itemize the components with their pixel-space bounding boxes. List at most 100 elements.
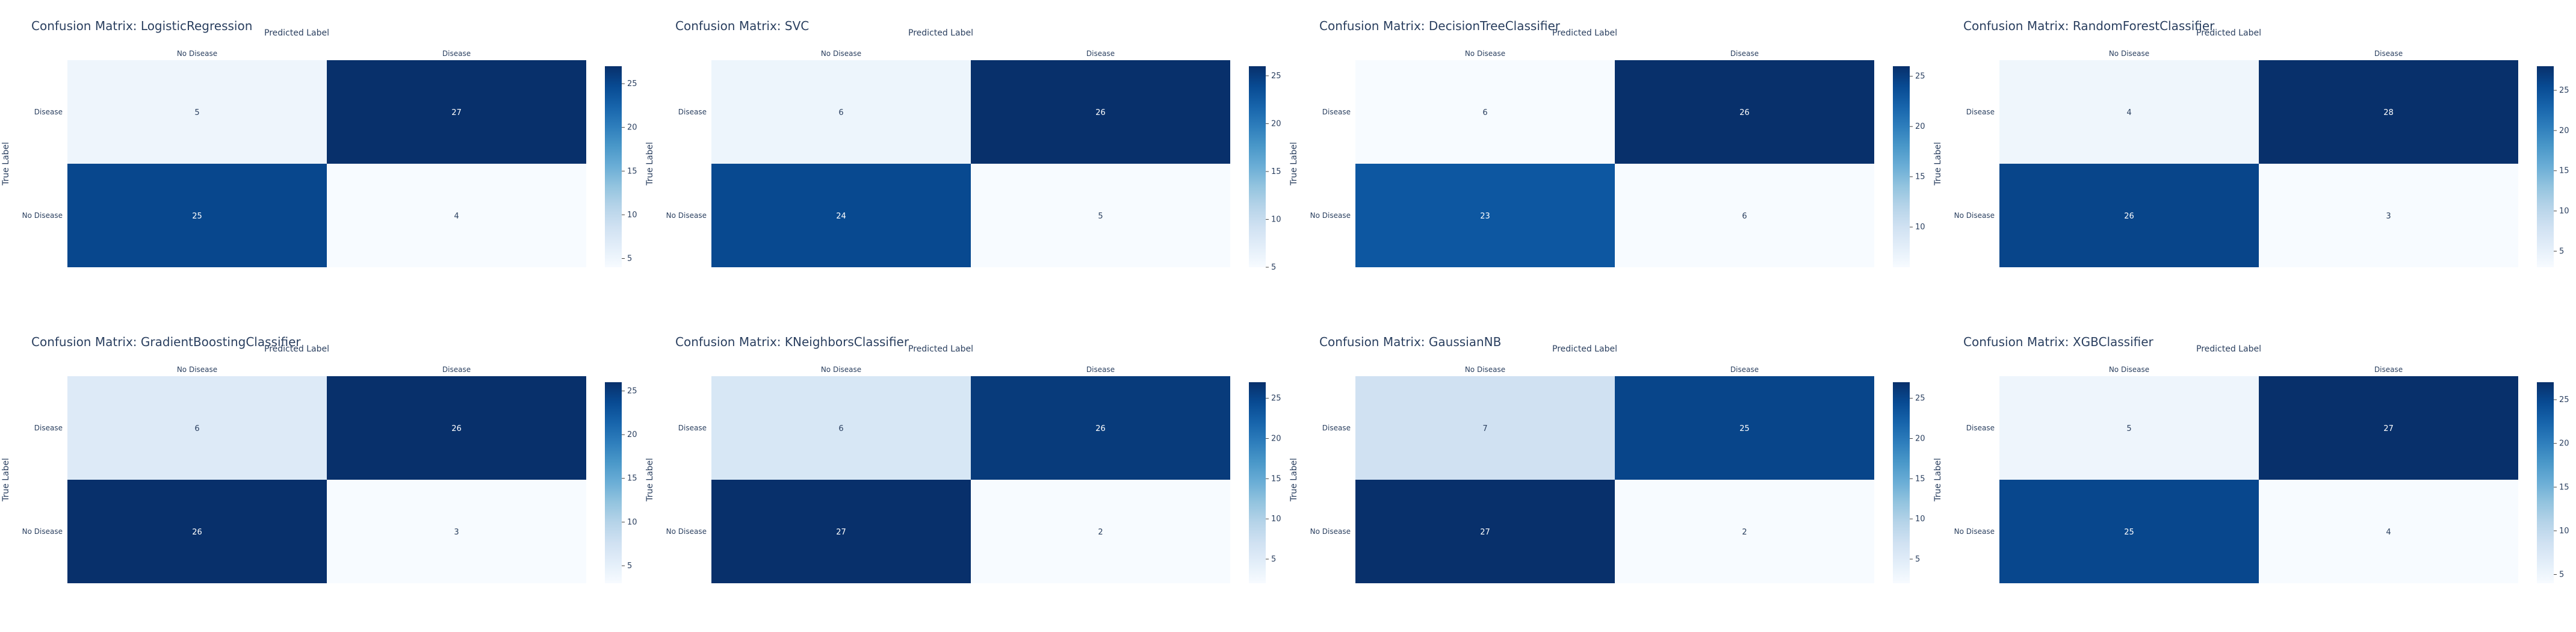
y-axis-title: True Label xyxy=(1,142,11,186)
y-tick-label: Disease xyxy=(34,108,63,116)
colorbar-tick-label: 5 xyxy=(627,562,632,571)
x-tick-label: No Disease xyxy=(821,365,861,374)
cell-value-label: 27 xyxy=(836,528,846,537)
heatmap-cell xyxy=(327,60,586,164)
y-tick-label: Disease xyxy=(1966,424,1995,432)
heatmap-cell xyxy=(67,480,327,583)
heatmap-cell xyxy=(1615,376,1874,480)
colorbar-tick-label: 10 xyxy=(627,518,637,527)
colorbar-tick-label: 25 xyxy=(627,387,637,396)
cell-value-label: 25 xyxy=(192,212,202,221)
heatmap-cell xyxy=(1355,164,1615,267)
colorbar xyxy=(605,382,622,583)
colorbar-tick-label: 20 xyxy=(627,123,637,132)
panel-title: Confusion Matrix: KNeighborsClassifier xyxy=(675,335,909,349)
colorbar-tick-label: 20 xyxy=(2559,439,2569,448)
heatmap-cell xyxy=(1999,376,2259,480)
cell-value-label: 27 xyxy=(1480,528,1490,537)
y-tick-label: No Disease xyxy=(666,527,707,536)
confusion-matrix-panel: Confusion Matrix: XGBClassifier Predicted… xyxy=(1933,335,2569,583)
cell-value-label: 5 xyxy=(2126,424,2131,433)
heatmap-cell xyxy=(1615,60,1874,164)
x-tick-label: Disease xyxy=(1086,49,1115,58)
x-axis-title: Predicted Label xyxy=(264,344,329,354)
heatmap-cell xyxy=(711,164,971,267)
colorbar-tick-label: 5 xyxy=(1915,555,1920,564)
cell-value-label: 2 xyxy=(1098,528,1103,537)
heatmap-cell xyxy=(1999,164,2259,267)
y-tick-label: Disease xyxy=(1966,108,1995,116)
cell-value-label: 6 xyxy=(1482,108,1487,117)
colorbar-tick-label: 10 xyxy=(2559,527,2569,536)
x-axis-title: Predicted Label xyxy=(2196,344,2261,354)
x-tick-label: Disease xyxy=(1730,365,1759,374)
panel-title: Confusion Matrix: XGBClassifier xyxy=(1963,335,2154,349)
cell-value-label: 4 xyxy=(454,212,459,221)
x-tick-label: Disease xyxy=(442,365,471,374)
cell-value-label: 4 xyxy=(2126,108,2131,117)
heatmap-cell xyxy=(2259,60,2518,164)
y-axis-title: True Label xyxy=(1933,142,1943,186)
colorbar-tick-label: 25 xyxy=(1271,72,1281,81)
colorbar-tick-label: 15 xyxy=(627,474,637,483)
colorbar-tick-label: 15 xyxy=(1915,173,1925,182)
colorbar-tick-label: 25 xyxy=(1915,394,1925,403)
x-tick-label: Disease xyxy=(442,49,471,58)
cell-value-label: 27 xyxy=(451,108,462,117)
y-tick-label: No Disease xyxy=(1954,211,1995,220)
heatmap-cell xyxy=(1615,480,1874,583)
heatmap-cell xyxy=(1615,164,1874,267)
heatmap-cell xyxy=(2259,164,2518,267)
colorbar-tick-label: 10 xyxy=(2559,206,2569,215)
cell-value-label: 28 xyxy=(2383,108,2394,117)
x-axis-title: Predicted Label xyxy=(908,28,973,38)
cell-value-label: 23 xyxy=(1480,212,1490,221)
cell-value-label: 25 xyxy=(1739,424,1750,433)
cell-value-label: 3 xyxy=(454,528,459,537)
colorbar-tick-label: 5 xyxy=(627,254,632,263)
panel-title: Confusion Matrix: RandomForestClassifier xyxy=(1963,19,2215,33)
cell-value-label: 5 xyxy=(1098,212,1103,221)
y-tick-label: No Disease xyxy=(1310,211,1351,220)
cell-value-label: 26 xyxy=(1095,424,1106,433)
cell-value-label: 25 xyxy=(2124,528,2134,537)
heatmap-cell xyxy=(1355,376,1615,480)
colorbar-tick-label: 5 xyxy=(1271,263,1276,272)
cell-value-label: 4 xyxy=(2386,528,2391,537)
heatmap-cell xyxy=(67,164,327,267)
cell-value-label: 6 xyxy=(838,108,843,117)
y-axis-title: True Label xyxy=(1,458,11,502)
colorbar-tick-label: 25 xyxy=(2559,395,2569,404)
x-tick-label: No Disease xyxy=(2109,365,2149,374)
y-tick-label: No Disease xyxy=(22,211,63,220)
y-tick-label: No Disease xyxy=(666,211,707,220)
confusion-matrix-panel: Confusion Matrix: RandomForestClassifier… xyxy=(1933,19,2569,267)
panel-title: Confusion Matrix: GaussianNB xyxy=(1319,335,1501,349)
colorbar-tick-label: 5 xyxy=(1271,555,1276,564)
colorbar-tick-label: 20 xyxy=(2559,126,2569,135)
x-axis-title: Predicted Label xyxy=(2196,28,2261,38)
colorbar xyxy=(2537,382,2554,583)
colorbar xyxy=(1893,382,1910,583)
colorbar-tick-label: 10 xyxy=(1271,515,1281,524)
panel-title: Confusion Matrix: GradientBoostingClassi… xyxy=(31,335,301,349)
x-tick-label: No Disease xyxy=(1465,49,1505,58)
heatmap-cell xyxy=(711,376,971,480)
heatmap-cell xyxy=(971,480,1230,583)
colorbar-tick-label: 20 xyxy=(1915,435,1925,444)
y-axis-title: True Label xyxy=(1289,142,1299,186)
cell-value-label: 26 xyxy=(1739,108,1750,117)
confusion-matrix-panel: Confusion Matrix: DecisionTreeClassifier… xyxy=(1289,19,1925,267)
heatmap-cell xyxy=(971,60,1230,164)
cell-value-label: 26 xyxy=(2124,212,2134,221)
colorbar xyxy=(2537,66,2554,267)
cell-value-label: 7 xyxy=(1482,424,1487,433)
heatmap-cell xyxy=(327,480,586,583)
y-axis-title: True Label xyxy=(1289,458,1299,502)
colorbar-tick-label: 20 xyxy=(1915,122,1925,131)
confusion-matrix-panel: Confusion Matrix: LogisticRegression Pred… xyxy=(1,19,637,267)
heatmap-cell xyxy=(67,376,327,480)
colorbar-tick-label: 15 xyxy=(2559,167,2569,176)
heatmap-cell xyxy=(327,164,586,267)
confusion-matrix-panel: Confusion Matrix: GaussianNB Predicted La… xyxy=(1289,335,1925,583)
